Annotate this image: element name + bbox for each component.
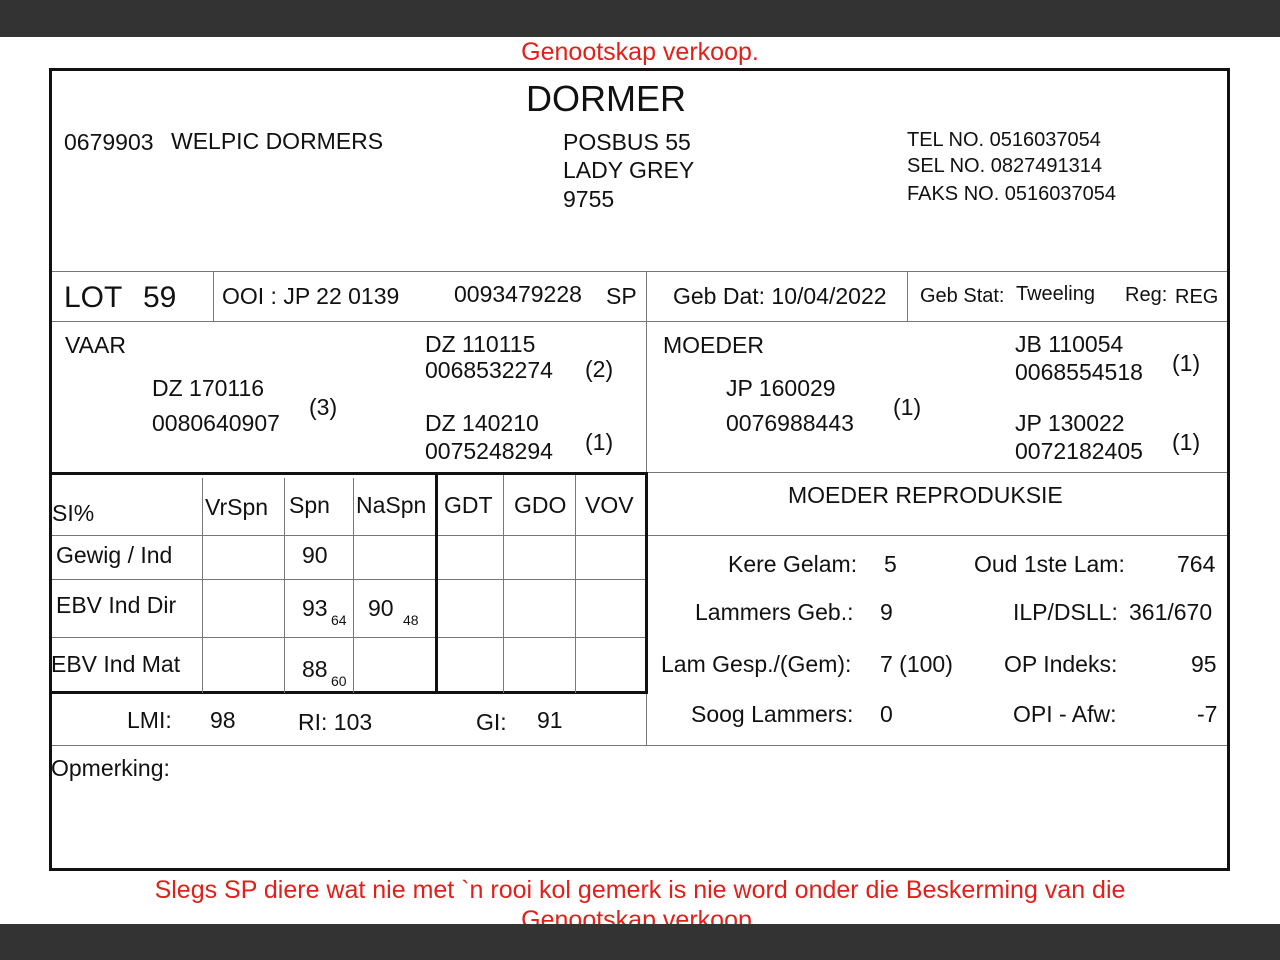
oud-value: 764 xyxy=(1177,551,1216,577)
lammers-geb-value: 9 xyxy=(880,599,893,625)
cell-spn: 93 xyxy=(302,595,328,621)
header-note: Genootskap verkoop. xyxy=(521,38,759,66)
lam-gesp-value: 7 (100) xyxy=(880,651,953,677)
soog-value: 0 xyxy=(880,701,893,727)
cell-naspn: 90 xyxy=(368,595,394,621)
table-header: Spn xyxy=(289,492,330,518)
vaar-dam-id: DZ 140210 xyxy=(425,410,539,436)
op-label: OP Indeks: xyxy=(1004,651,1118,677)
address-line: POSBUS 55 xyxy=(563,129,691,155)
opmerking-label: Opmerking: xyxy=(51,755,170,781)
moeder-count: (1) xyxy=(893,394,922,420)
table-header: VOV xyxy=(585,492,634,518)
ri-value: RI: 103 xyxy=(298,709,373,735)
vaar-label: VAAR xyxy=(65,332,126,358)
moeder-dam-count: (1) xyxy=(1172,429,1201,455)
table-header: GDO xyxy=(514,492,567,518)
cell-naspn-sub: 48 xyxy=(403,612,419,628)
opi-value: -7 xyxy=(1197,701,1218,727)
lmi-label: LMI: xyxy=(127,707,172,733)
lot-label: LOT xyxy=(64,281,123,314)
reg-label: Reg: xyxy=(1125,284,1168,306)
birth-date: Geb Dat: 10/04/2022 xyxy=(673,283,887,309)
vaar-sire-count: (2) xyxy=(585,356,614,382)
moeder-id: JP 160029 xyxy=(726,375,836,401)
kere-gelam-label: Kere Gelam: xyxy=(728,551,858,577)
moeder-sire-id: JB 110054 xyxy=(1015,331,1124,357)
table-header: VrSpn xyxy=(205,494,269,520)
sel: SEL NO. 0827491314 xyxy=(907,155,1102,177)
vaar-count: (3) xyxy=(309,394,338,420)
reg-value: REG xyxy=(1175,286,1219,308)
gi-label: GI: xyxy=(476,709,507,735)
vaar-id: DZ 170116 xyxy=(152,375,265,401)
lot-number: 59 xyxy=(143,281,177,314)
cell-spn: 90 xyxy=(302,542,328,568)
address-line: 9755 xyxy=(563,186,615,212)
moeder-dam-no: 0072182405 xyxy=(1015,438,1143,464)
opi-label: OPI - Afw: xyxy=(1013,701,1117,727)
lam-gesp-label: Lam Gesp./(Gem): xyxy=(661,651,852,677)
oud-label: Oud 1ste Lam: xyxy=(974,551,1125,577)
lammers-geb-label: Lammers Geb.: xyxy=(695,599,854,625)
moeder-sire-count: (1) xyxy=(1172,350,1201,376)
gi-value: 91 xyxy=(537,707,563,733)
ooi-id: OOI : JP 22 0139 xyxy=(222,283,400,309)
moeder-sire-no: 0068554518 xyxy=(1015,359,1143,385)
reg-no: 0093479228 xyxy=(454,281,582,307)
reproduksie-title: MOEDER REPRODUKSIE xyxy=(788,482,1063,508)
vaar-no: 0080640907 xyxy=(152,410,280,436)
ilp-label: ILP/DSLL: xyxy=(1013,599,1118,625)
lmi-value: 98 xyxy=(210,707,236,733)
vaar-dam-count: (1) xyxy=(585,429,614,455)
breeder-id: 0679903 xyxy=(64,129,154,155)
bottom-bar xyxy=(0,924,1280,960)
row-label: EBV Ind Dir xyxy=(56,592,177,618)
top-bar xyxy=(0,0,1280,37)
table-header: GDT xyxy=(444,492,493,518)
tel: TEL NO. 0516037054 xyxy=(907,129,1101,151)
faks: FAKS NO. 0516037054 xyxy=(907,183,1117,205)
moeder-no: 0076988443 xyxy=(726,410,854,436)
vaar-sire-id: DZ 110115 xyxy=(425,331,536,357)
breed-title: DORMER xyxy=(526,78,686,119)
moeder-dam-id: JP 130022 xyxy=(1015,410,1125,436)
grade: SP xyxy=(606,283,637,309)
cell-spn-sub: 64 xyxy=(331,612,347,628)
ilp-value: 361/670 xyxy=(1129,599,1213,625)
address-line: LADY GREY xyxy=(563,157,695,183)
vaar-sire-no: 0068532274 xyxy=(425,357,553,383)
soog-label: Soog Lammers: xyxy=(691,701,854,727)
kere-gelam-value: 5 xyxy=(884,551,897,577)
birth-status-label: Geb Stat: xyxy=(920,285,1005,307)
moeder-label: MOEDER xyxy=(663,332,764,358)
cell-spn-sub: 60 xyxy=(331,673,347,689)
table-header: NaSpn xyxy=(356,492,427,518)
cell-spn: 88 xyxy=(302,656,328,682)
table-header: SI% xyxy=(52,500,95,526)
vaar-dam-no: 0075248294 xyxy=(425,438,553,464)
row-label: Gewig / Ind xyxy=(56,542,173,568)
footer-note: Slegs SP diere wat nie met `n rooi kol g… xyxy=(154,876,1126,924)
op-value: 95 xyxy=(1191,651,1217,677)
birth-status: Tweeling xyxy=(1016,283,1095,305)
row-label: EBV Ind Mat xyxy=(51,651,181,677)
breeder-name: WELPIC DORMERS xyxy=(171,128,384,154)
